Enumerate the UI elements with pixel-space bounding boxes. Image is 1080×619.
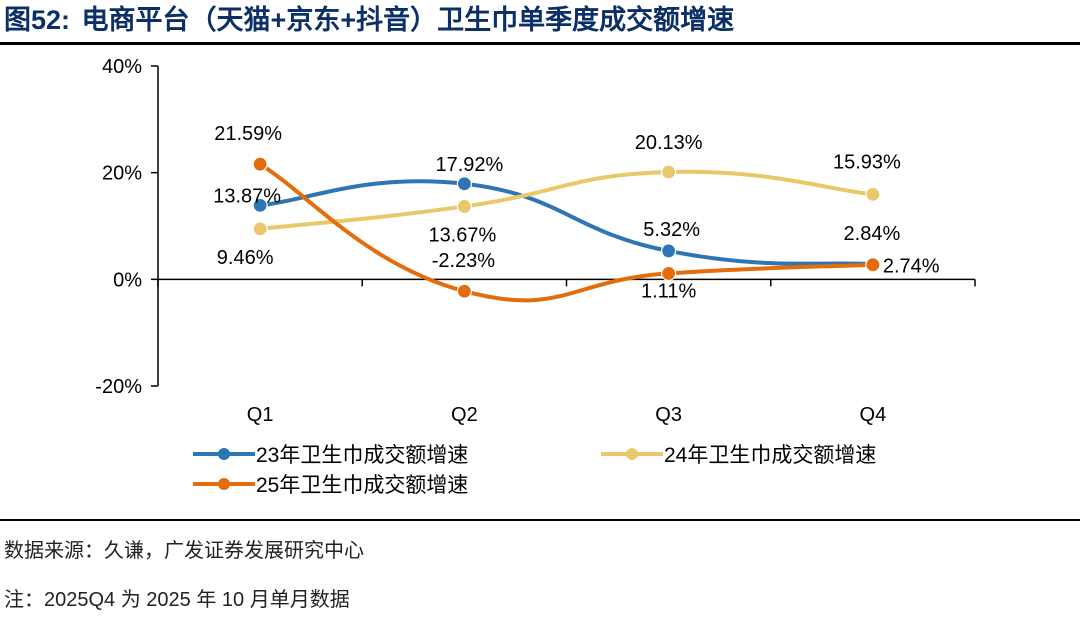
- legend-label-1: 23年卫生巾成交额增速: [256, 444, 468, 467]
- data-label-s2-q2: 13.67%: [428, 224, 496, 246]
- series-2-point-q3: [661, 164, 677, 180]
- series-3-point-q2: [456, 283, 472, 299]
- series-3-point-q3: [661, 265, 677, 282]
- y-tick-label: -20%: [95, 376, 142, 398]
- x-tick-label-q1: Q1: [247, 404, 274, 426]
- y-tick-label: 0%: [113, 269, 142, 291]
- series-line-1: [258, 179, 875, 267]
- data-label-s3-q4: 2.74%: [883, 256, 940, 278]
- series-1-point-q1: [252, 197, 268, 213]
- figure-number: 图52:: [4, 5, 71, 35]
- series-2-point-q1: [252, 221, 268, 237]
- series-3-point-q1: [252, 156, 268, 172]
- data-label-s2-q3: 20.13%: [635, 132, 703, 154]
- series-line-3: [258, 162, 875, 303]
- series-1-point-q3: [661, 243, 677, 259]
- data-label-s1-q4: 2.84%: [844, 223, 901, 245]
- top-rule: [0, 42, 1080, 45]
- data-label-s3-q1: 21.59%: [214, 123, 282, 145]
- data-label-s3-q2: -2.23%: [432, 250, 496, 272]
- legend-label-3: 25年卫生巾成交额增速: [256, 474, 468, 497]
- data-label-s3-q3: 1.11%: [641, 280, 696, 302]
- data-label-s1-q2: 17.92%: [435, 154, 503, 176]
- series-3-point-q4: [865, 257, 881, 273]
- series-line-2: [258, 169, 875, 231]
- series-1-point-q2: [456, 176, 472, 192]
- figure-title: 电商平台（天猫+京东+抖音）卫生巾单季度成交额增速: [81, 5, 735, 35]
- data-label-s2-q4: 15.93%: [833, 151, 901, 173]
- footnote: 注：2025Q4 为 2025 年 10 月单月数据: [4, 589, 350, 611]
- line-chart: -20% 0% 20% 40% Q1 Q2 Q3 Q4 13.87% 17.92% 5.32% 2.8…: [95, 56, 976, 497]
- x-tick-label-q2: Q2: [451, 404, 478, 426]
- data-label-s1-q3: 5.32%: [643, 219, 700, 241]
- legend-label-2: 24年卫生巾成交额增速: [664, 444, 876, 467]
- series-2-point-q4: [865, 186, 881, 202]
- y-tick-label: 40%: [102, 56, 142, 78]
- legend-marker-1: [218, 448, 230, 460]
- bottom-rule: [0, 519, 1080, 521]
- series-2-point-q2: [456, 198, 472, 215]
- x-tick-label-q3: Q3: [655, 404, 682, 426]
- x-tick-label-q4: Q4: [860, 404, 887, 426]
- data-label-s1-q1: 13.87%: [213, 185, 281, 207]
- source-note: 数据来源：久谦，广发证券发展研究中心: [4, 540, 364, 562]
- figure-title-row: 图52: 电商平台（天猫+京东+抖音）卫生巾单季度成交额增速: [4, 2, 734, 38]
- legend-marker-2: [626, 448, 638, 460]
- y-tick-label: 20%: [102, 163, 142, 185]
- legend-marker-3: [218, 478, 230, 490]
- data-label-s2-q1: 9.46%: [217, 247, 274, 269]
